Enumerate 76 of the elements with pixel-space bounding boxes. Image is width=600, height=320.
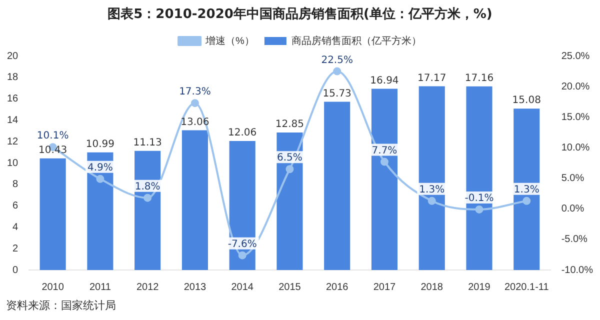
point [238, 251, 246, 260]
data-label: 1.3% [419, 184, 445, 196]
y2-tick-label: -5.0% [561, 234, 588, 246]
x-tick-label: 2013 [184, 282, 207, 293]
bar [87, 152, 114, 270]
x-tick-label: 2020.1-11 [504, 282, 550, 293]
point [286, 165, 294, 174]
data-label: 10.43 [38, 144, 68, 156]
bar [371, 88, 398, 270]
point [96, 174, 104, 183]
bar [134, 150, 161, 270]
data-label: 16.94 [370, 75, 399, 86]
bar [324, 102, 350, 270]
data-label: 10.1% [36, 130, 69, 142]
x-tick-label: 2018 [420, 282, 444, 293]
y-tick-label: 0 [12, 264, 19, 276]
data-label: 22.5% [321, 54, 353, 66]
y2-tick-label: 0.0% [561, 204, 584, 215]
y-tick-label: 6 [12, 200, 19, 212]
bar [466, 86, 492, 270]
data-label: 15.73 [322, 88, 352, 100]
point [428, 196, 436, 205]
chart-title: 图表5：2010-2020年中国商品房销售面积(单位：亿平方米，%) [106, 6, 494, 24]
point [333, 67, 342, 76]
bar [418, 86, 445, 270]
data-label: 6.5% [277, 152, 302, 164]
data-label: 7.7% [372, 145, 398, 156]
y-tick-label: 2 [12, 243, 19, 254]
point [190, 99, 199, 108]
data-label: -7.6% [228, 238, 257, 250]
x-tick-label: 2017 [373, 282, 396, 293]
data-label: 12.06 [228, 128, 257, 139]
y-tick-label: 8 [12, 179, 19, 190]
x-tick-label: 2016 [326, 282, 349, 293]
data-label: 11.13 [133, 138, 162, 149]
x-tick-label: 2014 [231, 282, 254, 293]
data-label: 10.99 [86, 139, 115, 150]
y-tick-label: 16 [7, 94, 19, 105]
x-tick-label: 2019 [468, 282, 491, 293]
point [380, 158, 388, 166]
data-label: 17.3% [179, 86, 211, 98]
y2-tick-label: 5.0% [561, 173, 584, 184]
data-label: -0.1% [464, 193, 494, 204]
x-tick-label: 2011 [89, 282, 112, 293]
bar [182, 130, 208, 270]
data-label: 1.3% [514, 184, 540, 196]
y2-tick-label: 15.0% [561, 112, 590, 123]
bar [40, 158, 66, 270]
data-label: 4.9% [87, 162, 113, 174]
data-label: 17.17 [418, 72, 446, 84]
bar [514, 108, 540, 270]
text: 资料来源：国家统计局 [6, 298, 116, 313]
x-tick-label: 2010 [42, 282, 64, 293]
point [522, 196, 531, 205]
y-tick-label: 14 [7, 114, 19, 126]
data-label: 17.16 [464, 72, 494, 84]
y2-tick-label: 25.0% [561, 50, 590, 62]
legend-label: 增速（%） [204, 34, 254, 47]
data-label: 15.08 [512, 95, 541, 106]
x-tick-label: 2015 [278, 282, 302, 293]
point [475, 205, 484, 214]
x-tick-label: 2012 [136, 282, 160, 293]
point [144, 194, 152, 202]
data-label: 1.8% [134, 181, 160, 192]
data-label: 13.06 [180, 116, 210, 128]
y-tick-label: 4 [12, 222, 19, 233]
y2-tick-label: -10.0% [561, 264, 594, 276]
y-tick-label: 12 [7, 136, 19, 148]
y-tick-label: 10 [7, 158, 19, 169]
legend-label: 商品房销售面积（亿平方米） [291, 34, 422, 47]
data-label: 12.85 [275, 119, 304, 130]
y-tick-label: 20 [7, 50, 19, 62]
y2-tick-label: 20.0% [561, 81, 590, 92]
y2-tick-label: 10.0% [561, 142, 590, 154]
bar [276, 132, 303, 270]
y-tick-label: 18 [7, 72, 19, 84]
